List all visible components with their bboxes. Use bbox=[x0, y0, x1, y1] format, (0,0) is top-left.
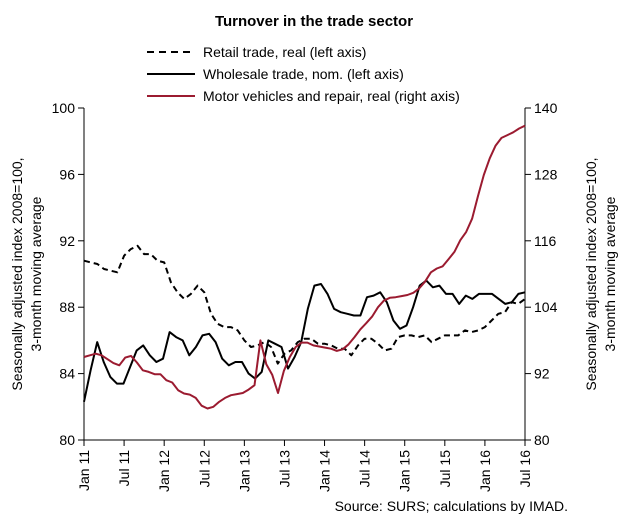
x-tick-label: Jan 16 bbox=[477, 450, 493, 492]
right-axis-label-line2: 3-month moving average bbox=[602, 196, 618, 351]
right-axis-ticks: 80 92 104 116 128 140 bbox=[525, 100, 558, 448]
right-tick-label: 116 bbox=[534, 233, 557, 249]
x-tick-label: Jul 15 bbox=[437, 450, 453, 488]
x-tick-label: Jan 14 bbox=[317, 450, 333, 492]
x-tick-label: Jul 13 bbox=[276, 450, 292, 488]
x-tick-label: Jul 14 bbox=[357, 450, 373, 488]
x-tick-label: Jan 15 bbox=[397, 450, 413, 492]
right-tick-label: 80 bbox=[534, 432, 550, 448]
x-tick-label: Jul 16 bbox=[517, 450, 533, 488]
x-tick-label: Jan 13 bbox=[236, 450, 252, 492]
left-tick-label: 80 bbox=[59, 432, 75, 448]
left-tick-label: 88 bbox=[59, 299, 75, 315]
left-axis-ticks: 80 84 88 92 96 100 bbox=[52, 100, 84, 448]
x-tick-label: Jan 12 bbox=[156, 450, 172, 492]
retail-trade-line bbox=[83, 244, 526, 365]
x-tick-label: Jul 11 bbox=[116, 450, 132, 487]
x-axis-ticks: Jan 11 Jul 11 Jan 12 Jul 12 Jan 13 Jul 13 Jan … bbox=[76, 440, 533, 492]
left-axis-label-line1: Seasonally adjusted index 2008=100, bbox=[9, 157, 25, 390]
x-tick-label: Jul 12 bbox=[196, 450, 212, 488]
legend-label-retail: Retail trade, real (left axis) bbox=[203, 44, 366, 60]
right-axis-label-line1: Seasonally adjusted index 2008=100, bbox=[583, 157, 599, 390]
right-tick-label: 104 bbox=[534, 299, 558, 315]
left-tick-label: 100 bbox=[52, 100, 76, 116]
right-tick-label: 128 bbox=[534, 166, 558, 182]
legend: Retail trade, real (left axis) Wholesale… bbox=[147, 44, 460, 104]
left-tick-label: 84 bbox=[59, 366, 75, 382]
right-tick-label: 140 bbox=[534, 100, 558, 116]
motor-vehicles-line bbox=[83, 124, 526, 410]
right-tick-label: 92 bbox=[534, 366, 550, 382]
source-note: Source: SURS; calculations by IMAD. bbox=[335, 498, 568, 514]
left-axis-label: Seasonally adjusted index 2008=100, 3-mo… bbox=[9, 157, 44, 390]
plot-frame bbox=[83, 108, 526, 441]
x-tick-label: Jan 11 bbox=[76, 450, 92, 491]
left-axis-label-line2: 3-month moving average bbox=[28, 196, 44, 351]
legend-label-motor: Motor vehicles and repair, real (right a… bbox=[203, 88, 460, 104]
wholesale-trade-line bbox=[83, 279, 526, 403]
left-tick-label: 92 bbox=[59, 233, 75, 249]
legend-label-wholesale: Wholesale trade, nom. (left axis) bbox=[203, 66, 404, 82]
series-layer bbox=[83, 124, 526, 410]
left-tick-label: 96 bbox=[59, 166, 75, 182]
chart-title: Turnover in the trade sector bbox=[215, 13, 413, 30]
right-axis-label: Seasonally adjusted index 2008=100, 3-mo… bbox=[583, 157, 618, 390]
